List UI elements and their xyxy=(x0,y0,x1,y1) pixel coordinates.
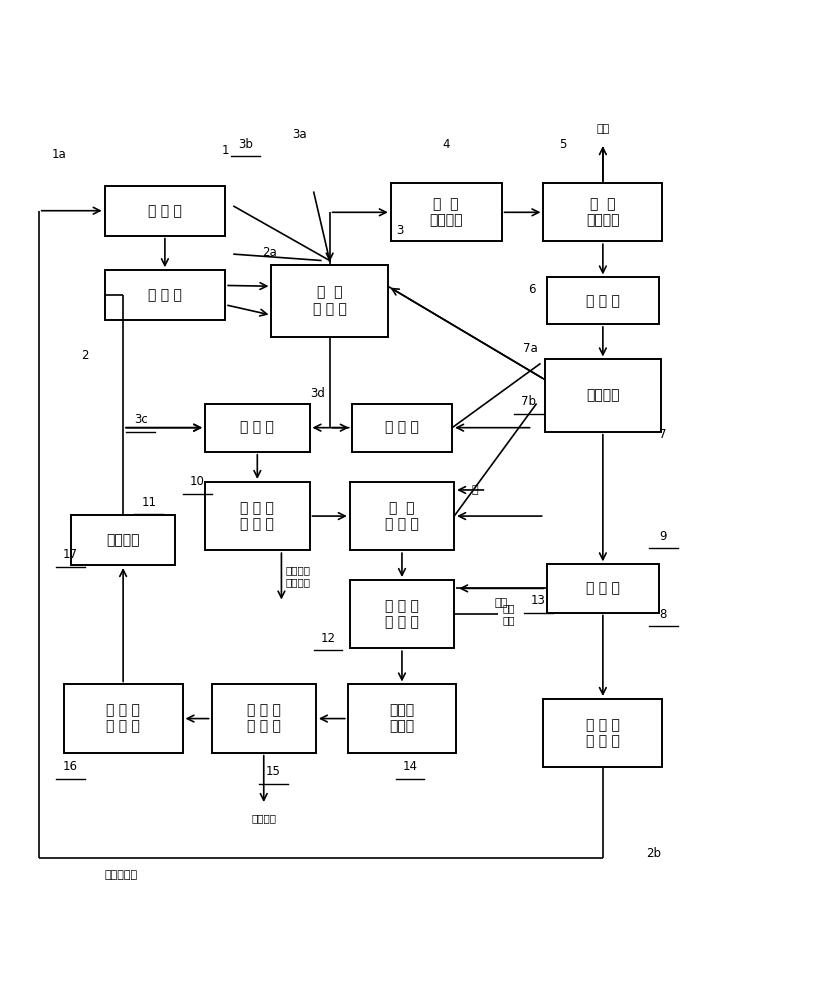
Text: 3: 3 xyxy=(396,224,403,237)
FancyBboxPatch shape xyxy=(543,699,662,767)
FancyBboxPatch shape xyxy=(543,183,662,241)
Text: 15: 15 xyxy=(265,765,280,778)
FancyBboxPatch shape xyxy=(70,515,175,565)
Text: 液 氨 泵: 液 氨 泵 xyxy=(586,581,619,595)
Text: 第 一 固
液 分 离: 第 一 固 液 分 离 xyxy=(240,501,274,531)
Text: 第 二 固
液 分 离: 第 二 固 液 分 离 xyxy=(385,599,419,629)
Text: 3a: 3a xyxy=(292,128,306,141)
Text: 液氨: 液氨 xyxy=(494,598,508,608)
Text: 1a: 1a xyxy=(52,148,66,161)
FancyBboxPatch shape xyxy=(347,684,455,753)
Text: 3c: 3c xyxy=(133,413,147,426)
Text: 3d: 3d xyxy=(310,387,324,400)
Text: 7: 7 xyxy=(658,428,666,441)
Text: 水  解
反 应 罐: 水 解 反 应 罐 xyxy=(385,501,419,531)
FancyBboxPatch shape xyxy=(349,482,454,550)
Text: 氨精馏塔: 氨精馏塔 xyxy=(586,389,619,403)
Text: 12: 12 xyxy=(320,632,335,645)
FancyBboxPatch shape xyxy=(349,580,454,648)
Text: 氢氧化铝: 氢氧化铝 xyxy=(251,813,276,823)
Text: 低  温
余热发电: 低 温 余热发电 xyxy=(586,197,619,227)
Text: 2: 2 xyxy=(81,349,88,362)
FancyBboxPatch shape xyxy=(546,277,658,324)
Text: 熔 分 炉: 熔 分 炉 xyxy=(147,288,182,302)
Text: 硫 酸 铵
溶 液 罐: 硫 酸 铵 溶 液 罐 xyxy=(106,703,140,734)
Text: 真  空
压力机组: 真 空 压力机组 xyxy=(429,197,463,227)
Text: 4: 4 xyxy=(442,138,450,151)
FancyBboxPatch shape xyxy=(64,684,183,753)
Text: 14: 14 xyxy=(402,760,417,773)
FancyBboxPatch shape xyxy=(205,482,309,550)
Text: 7b: 7b xyxy=(521,395,536,408)
Text: 2b: 2b xyxy=(645,847,660,860)
Text: 输 送 机: 输 送 机 xyxy=(385,421,419,435)
Text: 10: 10 xyxy=(189,475,204,488)
Text: 11: 11 xyxy=(141,496,156,509)
FancyBboxPatch shape xyxy=(211,684,315,753)
FancyBboxPatch shape xyxy=(271,265,387,337)
Text: 水: 水 xyxy=(471,485,478,495)
FancyBboxPatch shape xyxy=(105,186,225,236)
FancyBboxPatch shape xyxy=(351,404,451,452)
FancyBboxPatch shape xyxy=(390,183,501,241)
Text: 熔  盐
反 应 罐: 熔 盐 反 应 罐 xyxy=(312,286,346,316)
Text: 回 转 窑: 回 转 窑 xyxy=(147,204,182,218)
Text: 9: 9 xyxy=(658,530,666,543)
FancyBboxPatch shape xyxy=(546,564,658,613)
Text: 1: 1 xyxy=(221,144,229,157)
Text: 发电: 发电 xyxy=(595,124,609,134)
Text: 17: 17 xyxy=(62,548,78,561)
Text: 5: 5 xyxy=(559,138,566,151)
FancyBboxPatch shape xyxy=(205,404,309,452)
FancyBboxPatch shape xyxy=(105,270,225,320)
Text: 硫酸铵泵: 硫酸铵泵 xyxy=(106,533,140,547)
Text: 氢氨混合气: 氢氨混合气 xyxy=(105,870,138,880)
Text: 第 三 固
液 分 离: 第 三 固 液 分 离 xyxy=(247,703,280,734)
Text: 二氧
化钛: 二氧 化钛 xyxy=(502,603,514,625)
Text: 6: 6 xyxy=(527,283,536,296)
Text: 2a: 2a xyxy=(262,246,276,259)
Text: 硫酸铝
溶液罐: 硫酸铝 溶液罐 xyxy=(389,703,414,734)
Text: 8: 8 xyxy=(658,608,666,621)
Text: 7a: 7a xyxy=(523,342,537,355)
Text: 3b: 3b xyxy=(238,138,252,151)
Text: 熔 分 炉
裂 解 管: 熔 分 炉 裂 解 管 xyxy=(586,718,619,748)
Text: 中 和 罐: 中 和 罐 xyxy=(240,421,274,435)
Text: 氨 水 泵: 氨 水 泵 xyxy=(586,294,619,308)
FancyBboxPatch shape xyxy=(544,359,660,432)
Text: 16: 16 xyxy=(62,760,78,773)
Text: 二氧化硅
硫酸钙等: 二氧化硅 硫酸钙等 xyxy=(285,566,310,587)
Text: 13: 13 xyxy=(531,594,545,607)
